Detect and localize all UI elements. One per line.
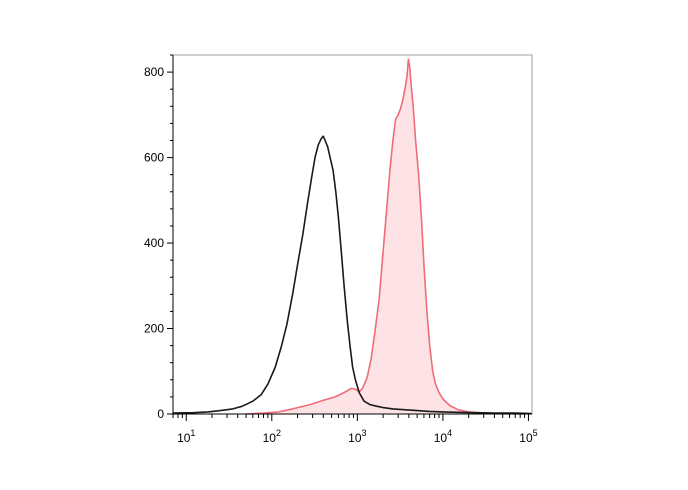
axis-layer: 0 200 400 600 800 101 102 103 104 105 xyxy=(144,54,538,445)
series-0-line xyxy=(172,135,533,415)
x-tick-label: 104 xyxy=(434,428,452,445)
y-tick-label: 600 xyxy=(144,151,164,165)
x-tick-label: 101 xyxy=(177,428,195,445)
y-tick-label: 0 xyxy=(157,407,164,421)
x-tick-label: 105 xyxy=(519,428,537,445)
y-tick-label: 400 xyxy=(144,236,164,250)
series-1-area xyxy=(246,59,525,415)
y-tick-label: 200 xyxy=(144,322,164,336)
y-tick-label: 800 xyxy=(144,65,164,79)
series-layer xyxy=(172,58,533,415)
series-1-line xyxy=(246,58,525,415)
x-tick-label: 103 xyxy=(348,428,366,445)
x-tick-label: 102 xyxy=(263,428,281,445)
